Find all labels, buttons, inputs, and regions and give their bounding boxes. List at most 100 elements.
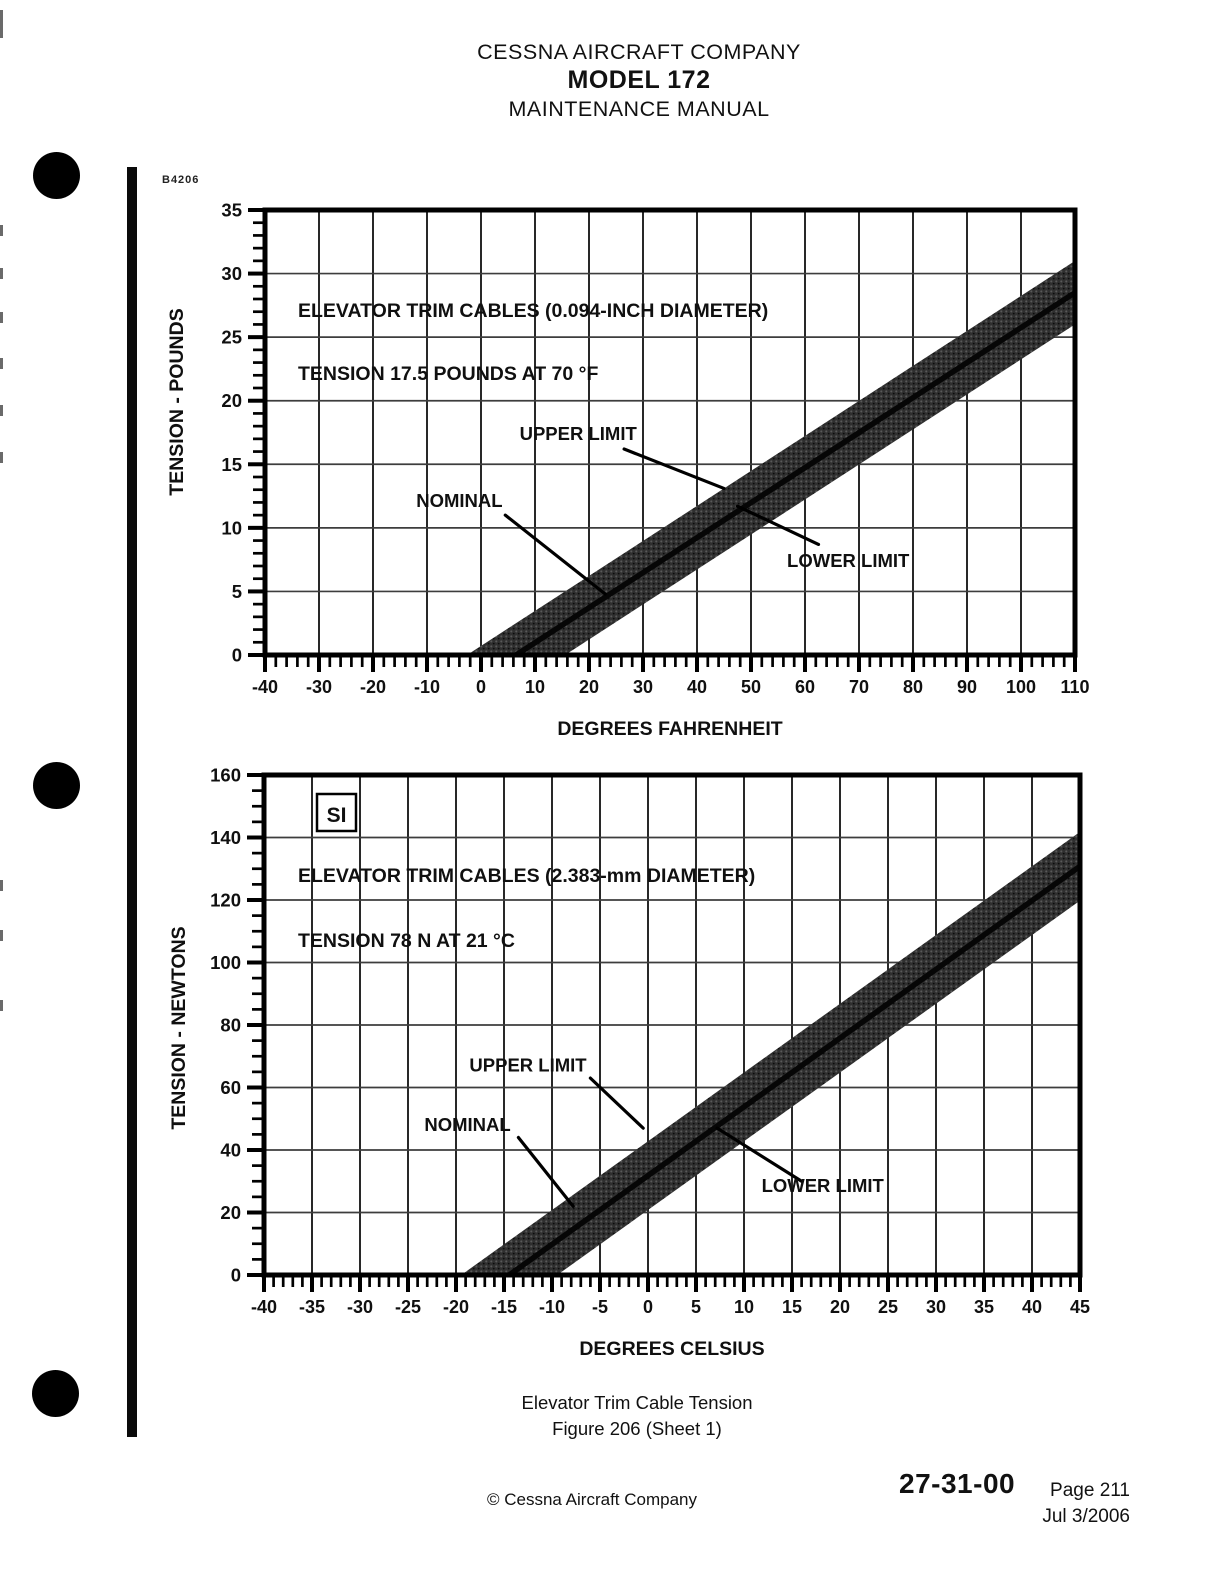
y-tick-label: 25	[221, 327, 242, 348]
x-tick-label: 15	[782, 1297, 802, 1317]
page-number-block: Page 211 Jul 3/2006	[1018, 1478, 1130, 1530]
y-tick-label: 0	[231, 1265, 241, 1286]
chapter-section-number: 27-31-00	[899, 1468, 1016, 1499]
tolerance-band	[461, 831, 1080, 1275]
x-tick-label: 45	[1070, 1297, 1090, 1317]
x-tick-label: 90	[957, 677, 977, 697]
annotation-leader	[622, 447, 726, 491]
x-tick-label: -30	[347, 1297, 373, 1317]
scan-artifact	[0, 225, 3, 236]
scan-artifact	[0, 930, 3, 941]
scan-artifact	[0, 268, 3, 279]
x-tick-label: 35	[974, 1297, 994, 1317]
x-tick-label: 25	[878, 1297, 898, 1317]
chart-title-line-2: TENSION 17.5 POUNDS AT 70 °F	[298, 363, 598, 385]
x-tick-label: -5	[592, 1297, 608, 1317]
x-tick-label: -35	[299, 1297, 325, 1317]
y-tick-label: 160	[210, 765, 241, 786]
x-tick-label: 30	[926, 1297, 946, 1317]
scan-artifact	[0, 1000, 3, 1011]
y-tick-label: 30	[221, 263, 242, 284]
annotation-label: LOWER LIMIT	[762, 1175, 885, 1196]
x-tick-label: 40	[687, 677, 707, 697]
si-badge	[315, 792, 358, 833]
y-tick-label: 120	[210, 890, 241, 911]
x-tick-label: -40	[251, 1297, 277, 1317]
x-axis-title: DEGREES CELSIUS	[579, 1338, 764, 1360]
x-tick-label: 40	[1022, 1297, 1042, 1317]
chart-title-line-1: ELEVATOR TRIM CABLES (0.094-INCH DIAMETE…	[298, 300, 768, 322]
x-tick-label: 60	[795, 677, 815, 697]
figure-caption-title: Elevator Trim Cable Tension	[521, 1392, 753, 1413]
x-tick-label: 10	[734, 1297, 754, 1317]
plot-frame	[261, 772, 1083, 1278]
x-tick-label: 20	[830, 1297, 850, 1317]
chart-title-line-2: TENSION 78 N AT 21 °C	[298, 930, 515, 952]
x-tick-label: 5	[691, 1297, 701, 1317]
scan-artifact	[0, 405, 3, 416]
y-tick-label: 60	[220, 1077, 241, 1098]
y-tick-label: 100	[210, 952, 241, 973]
annotation-label: UPPER LIMIT	[520, 423, 638, 444]
nominal-line	[510, 290, 1075, 655]
figure-caption-number: Figure 206 (Sheet 1)	[552, 1418, 722, 1439]
model-title: MODEL 172	[567, 66, 711, 94]
page-header: CESSNA AIRCRAFT COMPANY MODEL 172 MAINTE…	[477, 40, 801, 122]
revision-date: Jul 3/2006	[1042, 1506, 1130, 1527]
copyright-notice: © Cessna Aircraft Company	[487, 1490, 697, 1509]
nominal-line	[504, 864, 1080, 1275]
x-tick-label: 30	[633, 677, 653, 697]
x-tick-label: -10	[414, 677, 440, 697]
annotation-leader	[503, 513, 607, 596]
y-tick-label: 20	[220, 1202, 241, 1223]
x-tick-label: -30	[306, 677, 332, 697]
y-tick-label: 0	[232, 645, 242, 666]
tolerance-band	[467, 260, 1075, 655]
x-tick-label: -10	[539, 1297, 565, 1317]
x-tick-label: 100	[1006, 677, 1036, 697]
annotation-leader	[588, 1076, 645, 1130]
y-tick-label: 5	[232, 581, 242, 602]
y-tick-label: 140	[210, 827, 241, 848]
x-tick-label: 0	[643, 1297, 653, 1317]
y-axis-title: TENSION - POUNDS	[166, 308, 188, 495]
x-tick-label: 70	[849, 677, 869, 697]
y-axis-title: TENSION - NEWTONS	[168, 926, 190, 1129]
binder-hole-bottom	[32, 1370, 79, 1417]
si-badge-label: SI	[327, 804, 347, 827]
limit-band-group	[461, 831, 1080, 1275]
y-tick-label: 20	[221, 390, 242, 411]
y-tick-label: 35	[221, 200, 242, 221]
page-number: Page 211	[1050, 1480, 1130, 1501]
scan-artifact	[0, 312, 3, 323]
scan-artifact	[0, 358, 3, 369]
x-tick-label: -20	[443, 1297, 469, 1317]
x-tick-label: 50	[741, 677, 761, 697]
x-tick-label: 0	[476, 677, 486, 697]
scan-artifact	[0, 10, 3, 38]
plot-frame	[262, 207, 1078, 658]
y-tick-label: 10	[221, 517, 242, 538]
annotation-label: NOMINAL	[416, 490, 502, 511]
binder-hole-top	[33, 152, 80, 199]
limit-band-group	[467, 260, 1075, 655]
annotation-leader	[516, 1135, 575, 1208]
scan-artifact	[0, 880, 3, 891]
y-tick-label: 80	[220, 1015, 241, 1036]
x-tick-label: -25	[395, 1297, 421, 1317]
annotation-label: LOWER LIMIT	[787, 550, 910, 571]
y-tick-label: 15	[221, 454, 242, 475]
x-tick-label: -15	[491, 1297, 517, 1317]
binder-hole-middle	[33, 762, 80, 809]
x-tick-label: -40	[252, 677, 278, 697]
x-tick-label: 10	[525, 677, 545, 697]
x-tick-label: 80	[903, 677, 923, 697]
y-tick-label: 40	[220, 1140, 241, 1161]
revision-change-bar	[127, 167, 137, 1437]
annotation-label: UPPER LIMIT	[469, 1055, 587, 1076]
company-name: CESSNA AIRCRAFT COMPANY	[477, 40, 801, 64]
x-axis-title: DEGREES FAHRENHEIT	[557, 718, 782, 740]
figure-graphic-code: B4206	[162, 174, 200, 186]
